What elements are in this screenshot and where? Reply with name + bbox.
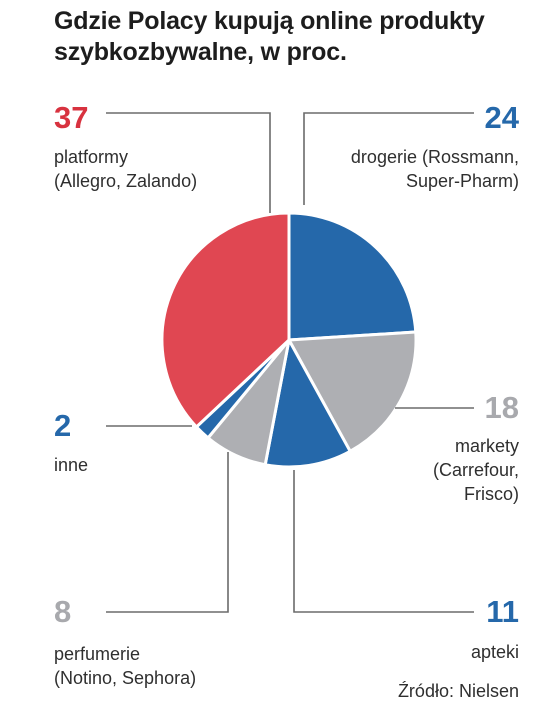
category-label-platformy-line-2: (Allegro, Zalando) (54, 171, 197, 191)
category-label-markety-line-3: Frisco) (464, 484, 519, 504)
leader-lines (106, 112, 474, 613)
value-label-apteki: 11 (486, 594, 519, 629)
category-label-apteki: apteki (471, 642, 519, 662)
category-label-drogerie: drogerie (Rossmann, Super-Pharm) (351, 147, 519, 191)
leader-line-platformy (106, 112, 271, 213)
chart-title-line-1: Gdzie Polacy kupują online produkty (54, 7, 485, 35)
value-label-platformy: 37 (54, 100, 88, 135)
chart-title: Gdzie Polacy kupują online produkty szyb… (54, 6, 524, 68)
leader-line-apteki (293, 470, 474, 613)
category-label-markety: markety (Carrefour, Frisco) (433, 436, 519, 504)
leader-line-drogerie (303, 112, 474, 205)
leader-line-perfumerie (106, 452, 229, 613)
category-label-inne-line-1: inne (54, 455, 88, 475)
value-label-perfumerie: 8 (54, 594, 71, 629)
source-note: Źródło: Nielsen (398, 681, 519, 701)
category-label-platformy: platformy (Allegro, Zalando) (54, 147, 197, 191)
chart-title-line-2: szybkozbywalne, w proc. (54, 38, 347, 66)
category-label-drogerie-line-1: drogerie (Rossmann, (351, 147, 519, 167)
category-label-drogerie-line-2: Super-Pharm) (406, 171, 519, 191)
pie-slice-markety (287, 330, 418, 453)
category-label-perfumerie: perfumerie (Notino, Sephora) (54, 644, 196, 688)
category-label-inne: inne (54, 455, 88, 475)
value-label-inne: 2 (54, 408, 71, 443)
category-label-apteki-line-1: apteki (471, 642, 519, 662)
category-label-platformy-line-1: platformy (54, 147, 128, 167)
pie-slice-drogerie (287, 211, 418, 342)
category-label-markety-line-2: (Carrefour, (433, 460, 519, 480)
pie-slices (160, 211, 418, 469)
slice-labels: 24 drogerie (Rossmann, Super-Pharm) 18 marke… (54, 100, 520, 688)
category-label-perfumerie-line-2: (Notino, Sephora) (54, 668, 196, 688)
category-label-markety-line-1: markety (455, 436, 519, 456)
value-label-drogerie: 24 (485, 100, 520, 135)
pie-slice-platformy (160, 211, 291, 429)
category-label-perfumerie-line-1: perfumerie (54, 644, 140, 664)
value-label-markety: 18 (485, 390, 519, 425)
pie-slice-apteki (263, 338, 352, 469)
